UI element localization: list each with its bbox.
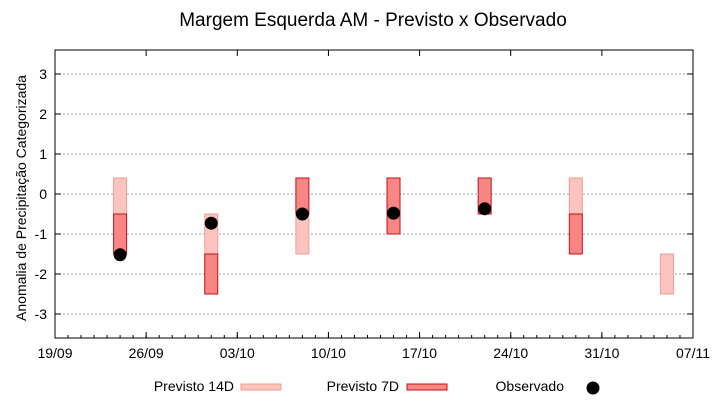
range-bar-previsto-7d [568,213,583,255]
range-bar-previsto-14d [568,177,583,215]
x-tick-label: 03/10 [220,345,255,361]
range-bar-previsto-14d [113,177,128,215]
x-tick-label: 17/10 [402,345,437,361]
x-tick-label: 10/10 [311,345,346,361]
plot-frame [54,49,694,339]
legend-label: Observado [496,378,565,394]
legend-label: Previsto 14D [154,378,234,394]
observed-point [478,202,492,216]
legend: Previsto 14D Previsto 7D Observado [154,378,600,395]
y-tick-label: 2 [39,106,47,122]
y-tick-label: 0 [39,186,47,202]
range-bar-previsto-7d [113,213,128,255]
y-tick-label: -2 [35,266,48,282]
x-tick-label: 31/10 [584,345,619,361]
observed-point [204,216,218,230]
y-axis-label: Anomalia de Precipitação Categorizada [13,75,29,321]
chart-title: Margem Esquerda AM - Previsto x Observad… [179,10,567,31]
range-bar-previsto-7d [386,177,401,235]
axis-layer: 3 2 1 0 -1 -2 -3 19/09 26/09 03/10 10/10 17/10 24/10… [35,50,710,361]
x-tick-label: 07/11 [676,345,710,361]
grid-layer [55,73,693,315]
legend-swatch [240,383,282,391]
y-tick-label: -3 [35,306,48,322]
range-bar-previsto-7d [204,253,219,295]
y-tick-label: 3 [39,66,47,82]
y-tick-label: 1 [39,146,47,162]
x-tick-label: 24/10 [493,345,528,361]
legend-label: Previsto 7D [327,378,399,394]
observed-point [295,207,309,221]
y-tick-label: -1 [35,226,48,242]
data-layer [113,177,674,295]
legend-swatch [586,381,600,395]
range-bar-previsto-14d [659,253,674,295]
legend-swatch [406,383,448,391]
x-tick-label: 26/09 [129,345,164,361]
observed-point [113,248,127,262]
observed-point [387,206,401,220]
x-tick-label: 19/09 [37,345,72,361]
